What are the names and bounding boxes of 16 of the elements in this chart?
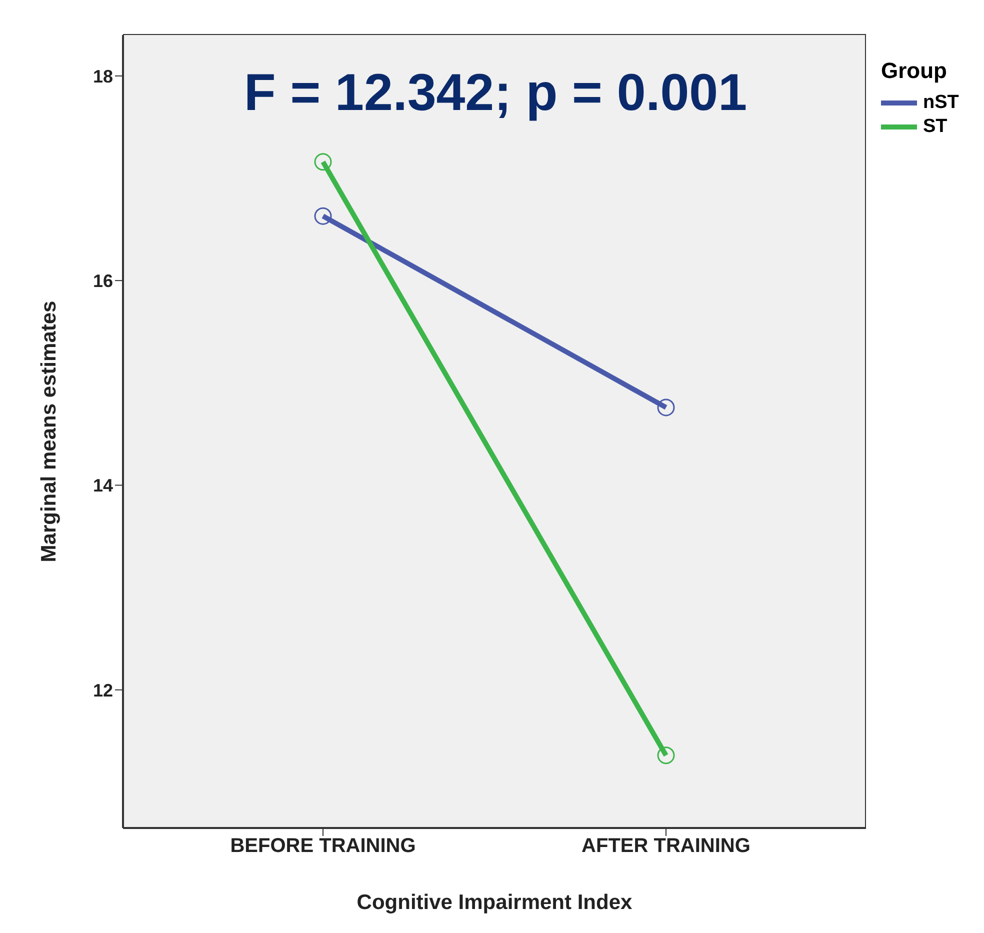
- x-tick-label: BEFORE TRAINING: [230, 835, 416, 858]
- point: [314, 153, 332, 171]
- y-axis-title: Marginal means estimates: [37, 300, 60, 562]
- point: [657, 398, 675, 416]
- y-tick-label: 18: [92, 66, 113, 86]
- legend-label: nST: [923, 92, 959, 114]
- y-tick-label: 14: [92, 476, 113, 496]
- y-tick-label: 16: [92, 270, 113, 291]
- point: [314, 207, 332, 225]
- legend-label: ST: [923, 116, 948, 138]
- y-tick-label: 12: [92, 680, 113, 700]
- x-axis-title: Cognitive Impairment Index: [356, 891, 633, 914]
- annotation: F = 12.342; p = 0.001: [243, 63, 748, 123]
- point: [657, 746, 675, 764]
- legend-title: Group: [881, 58, 948, 84]
- x-tick-label: AFTER TRAINING: [582, 835, 750, 858]
